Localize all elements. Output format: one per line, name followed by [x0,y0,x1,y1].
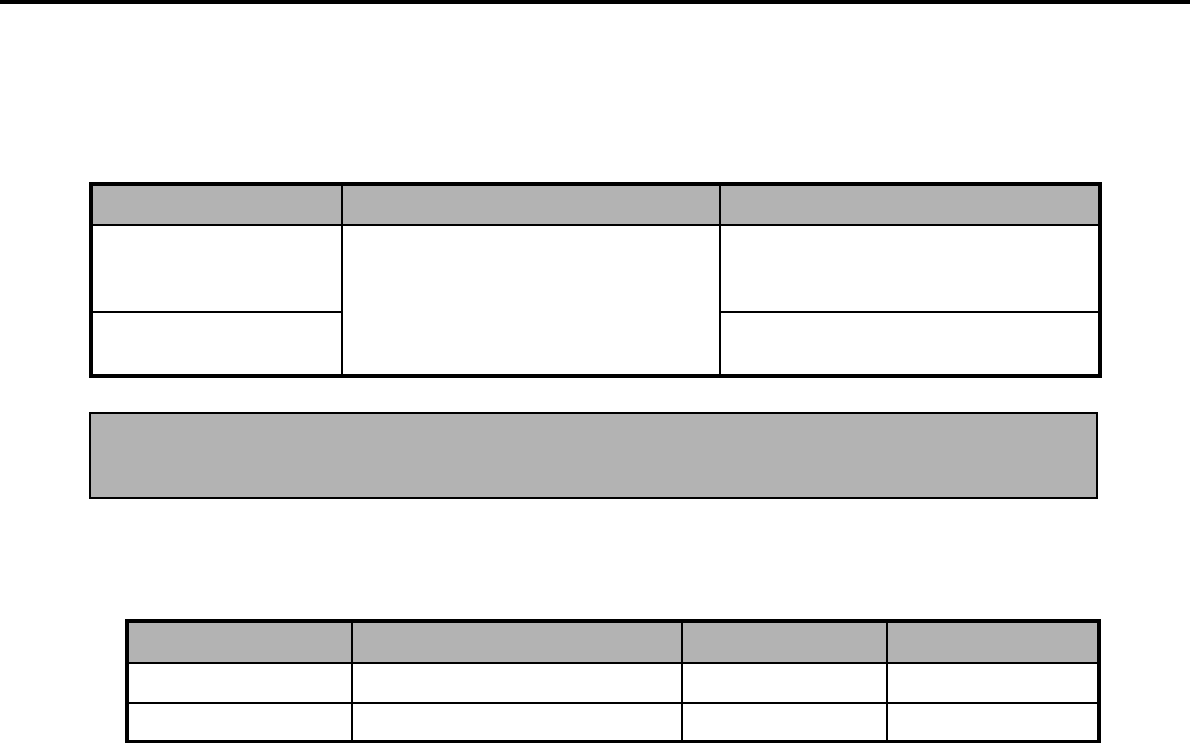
lower-table [125,619,1101,743]
lower-table-row2-cell-2 [351,702,683,743]
lower-table-row2-cell-3 [681,702,888,743]
upper-table-col3-cell-2 [719,311,1101,377]
lower-table-body-row-2 [126,702,1100,743]
lower-table-row1-cell-2 [351,662,683,704]
lower-table-row1-cell-3 [681,662,888,704]
lower-table-header-cell-1 [126,620,353,664]
lower-table-row1-cell-1 [126,662,353,704]
upper-table [89,182,1102,378]
lower-table-header-cell-2 [351,620,683,664]
upper-table-header-cell-3 [719,183,1101,226]
upper-table-header-cell-1 [90,183,343,226]
upper-table-body-row-1 [90,224,1101,377]
upper-table-body-row-2 [90,311,1101,377]
upper-table-header-cell-2 [341,183,721,226]
lower-table-row1-cell-4 [886,662,1100,704]
upper-table-col2-merged-cell [341,224,721,377]
gray-banner-box [89,412,1098,499]
upper-table-header-row [90,183,1101,226]
lower-table-header-cell-4 [886,620,1100,664]
lower-table-body-row-1 [126,662,1100,704]
page-top-edge-bar [0,0,1190,4]
lower-table-row2-cell-1 [126,702,353,743]
upper-table-col1-cell-2 [90,311,343,377]
lower-table-header-cell-3 [681,620,888,664]
upper-table-col3-cell-1 [719,224,1101,313]
lower-table-row2-cell-4 [886,702,1100,743]
upper-table-col1-cell-1 [90,224,343,313]
lower-table-header-row [126,620,1100,664]
